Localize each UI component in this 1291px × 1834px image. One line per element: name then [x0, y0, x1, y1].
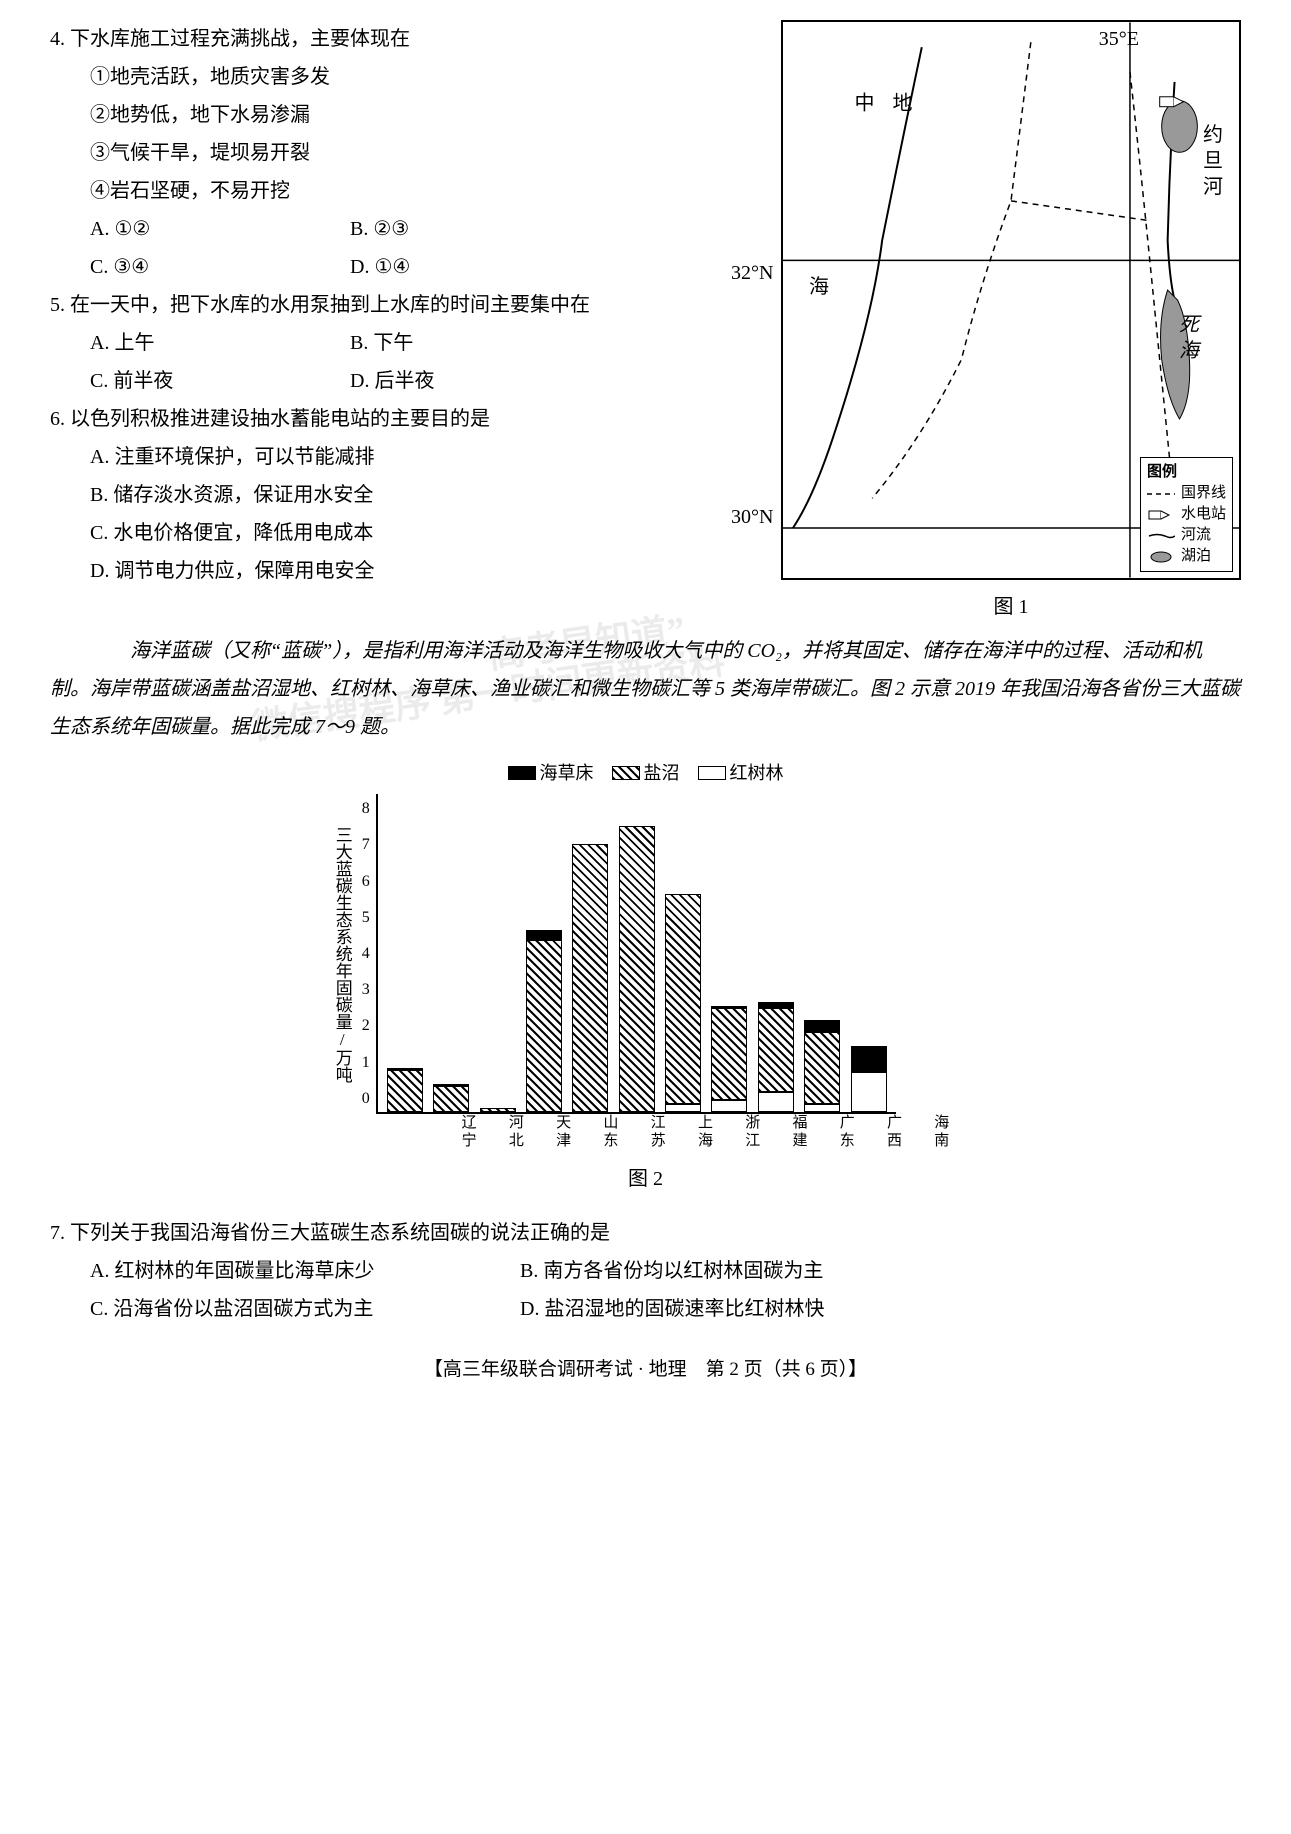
q7-optB: B. 南方各省份均以红树林固碳为主 — [520, 1252, 950, 1290]
q4-item2: ②地势低，地下水易渗漏 — [50, 96, 761, 134]
legend-yanzhao: 盐沼 — [644, 756, 680, 790]
legend-swatch-yanzhao — [612, 766, 640, 780]
map-lat32: 32°N — [731, 254, 773, 292]
map-legend-hydro: 水电站 — [1181, 504, 1226, 525]
q6-optD: D. 调节电力供应，保障用电安全 — [50, 552, 761, 590]
chart-plot — [376, 794, 896, 1114]
q5-optD: D. 后半夜 — [350, 362, 610, 400]
page-footer: 【高三年级联合调研考试 · 地理 第 2 页（共 6 页）】 — [50, 1352, 1241, 1388]
map-legend-border: 国界线 — [1181, 483, 1226, 504]
q5-optC: C. 前半夜 — [90, 362, 350, 400]
q5-stem: 5. 在一天中，把下水库的水用泵抽到上水库的时间主要集中在 — [50, 286, 761, 324]
map-legend-title: 图例 — [1147, 462, 1226, 483]
map-legend-lake: 湖泊 — [1181, 546, 1211, 567]
q7-optC: C. 沿海省份以盐沼固碳方式为主 — [90, 1290, 520, 1328]
q4-item4: ④岩石坚硬，不易开挖 — [50, 172, 761, 210]
map-legend-river: 河流 — [1181, 525, 1211, 546]
legend-swatch-hongshu — [698, 766, 726, 780]
map-sea-label2: 海 — [809, 268, 829, 306]
q6-optC: C. 水电价格便宜，降低用电成本 — [50, 514, 761, 552]
map-sea-label: 地中 — [843, 92, 919, 132]
q6-stem: 6. 以色列积极推进建设抽水蓄能电站的主要目的是 — [50, 400, 761, 438]
q4-optA: A. ①② — [90, 210, 350, 248]
q7-optA: A. 红树林的年固碳量比海草床少 — [90, 1252, 520, 1290]
q6-optB: B. 储存淡水资源，保证用水安全 — [50, 476, 761, 514]
q4-optB: B. ②③ — [350, 210, 610, 248]
legend-haicao: 海草床 — [540, 756, 594, 790]
fig1-caption: 图 1 — [781, 588, 1241, 626]
chart-ylabel: 三大蓝碳生态系统年固碳量/万吨 — [326, 794, 362, 1114]
chart-figure: 海草床 盐沼 红树林 三大蓝碳生态系统年固碳量/万吨 876543210 辽宁河… — [326, 756, 966, 1198]
chart-yaxis: 876543210 — [362, 794, 376, 1114]
q6-optA: A. 注重环境保护，可以节能减排 — [50, 438, 761, 476]
legend-hongshu: 红树林 — [730, 756, 784, 790]
passage-intro: 海洋蓝碳（又称“蓝碳”），是指利用海洋活动及海洋生物吸收大气中的 CO₂，并将其… — [50, 632, 1241, 746]
q4-item1: ①地壳活跃，地质灾害多发 — [50, 58, 761, 96]
map-lat30: 30°N — [731, 498, 773, 536]
q4-item3: ③气候干旱，堤坝易开裂 — [50, 134, 761, 172]
map-jordan-label: 约旦河 — [1203, 122, 1223, 200]
map-figure: 35°E 32°N 30°N — [781, 20, 1241, 580]
fig2-caption: 图 2 — [326, 1160, 966, 1198]
legend-swatch-haicao — [508, 766, 536, 780]
q4-optC: C. ③④ — [90, 248, 350, 286]
map-legend: 图例 国界线 水电站 河流 湖泊 — [1140, 457, 1233, 572]
q7-stem: 7. 下列关于我国沿海省份三大蓝碳生态系统固碳的说法正确的是 — [50, 1214, 1241, 1252]
q5-optA: A. 上午 — [90, 324, 350, 362]
q7-optD: D. 盐沼湿地的固碳速率比红树林快 — [520, 1290, 950, 1328]
chart-xaxis: 辽宁河北天津山东江苏上海浙江福建广东广西海南 — [446, 1114, 966, 1150]
q4-stem: 4. 下水库施工过程充满挑战，主要体现在 — [50, 20, 761, 58]
q5-optB: B. 下午 — [350, 324, 610, 362]
map-deadsea-label: 死海 — [1179, 312, 1199, 364]
q4-optD: D. ①④ — [350, 248, 610, 286]
